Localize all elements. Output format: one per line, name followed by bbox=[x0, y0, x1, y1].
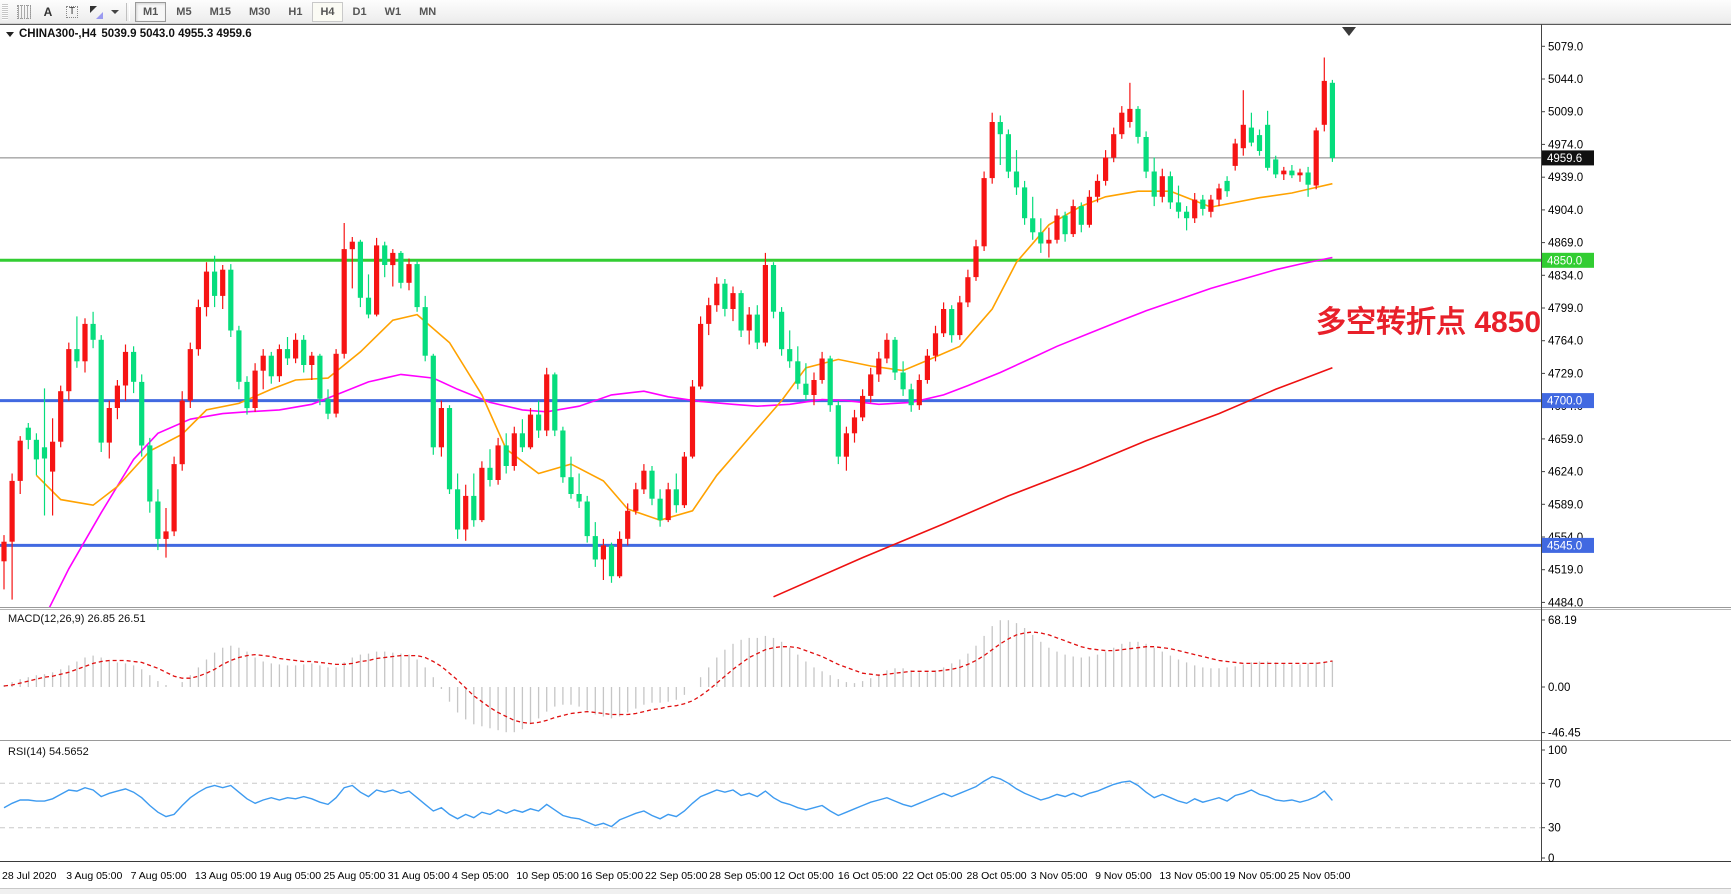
timeframe-button-m5[interactable]: M5 bbox=[168, 2, 199, 22]
font-icon[interactable]: A bbox=[43, 4, 53, 19]
svg-text:0: 0 bbox=[1548, 853, 1554, 862]
pivot-annotation-text: 多空转折点 4850 bbox=[1316, 306, 1542, 339]
status-strip bbox=[0, 888, 1731, 894]
text-label-icon[interactable]: T bbox=[61, 2, 83, 22]
svg-text:100: 100 bbox=[1548, 745, 1567, 757]
macd-panel-chart[interactable]: 68.19 0.00 -46.45 bbox=[0, 608, 1731, 742]
rsi-panel-chart[interactable]: 100 70 30 0 bbox=[0, 742, 1731, 862]
svg-text:4484.0: 4484.0 bbox=[1548, 597, 1583, 608]
svg-text:0.00: 0.00 bbox=[1548, 682, 1570, 694]
grid-icon[interactable] bbox=[13, 2, 35, 22]
toolbar-separator bbox=[126, 2, 130, 21]
svg-text:16 Oct 05:00: 16 Oct 05:00 bbox=[838, 870, 898, 882]
svg-text:4974.0: 4974.0 bbox=[1548, 139, 1583, 151]
toolbar: A T M1 M5 M15 M30 H1 H4 D1 W1 MN bbox=[0, 0, 1731, 24]
svg-text:4834.0: 4834.0 bbox=[1548, 270, 1583, 282]
svg-text:4700.0: 4700.0 bbox=[1547, 396, 1582, 408]
svg-text:3 Aug 05:00: 3 Aug 05:00 bbox=[66, 870, 122, 882]
svg-text:70: 70 bbox=[1548, 778, 1561, 790]
timeframe-button-w1[interactable]: W1 bbox=[377, 2, 410, 22]
svg-text:4959.6: 4959.6 bbox=[1547, 153, 1582, 165]
cursor-arrows-icon[interactable] bbox=[85, 2, 107, 22]
svg-text:4545.0: 4545.0 bbox=[1547, 540, 1582, 552]
rsi-label: RSI(14) 54.5652 bbox=[8, 746, 89, 758]
svg-text:4850.0: 4850.0 bbox=[1547, 255, 1582, 267]
svg-text:4624.0: 4624.0 bbox=[1548, 467, 1583, 479]
ma-lines bbox=[35, 182, 1333, 608]
timeframe-button-h1[interactable]: H1 bbox=[280, 2, 310, 22]
svg-text:16 Sep 05:00: 16 Sep 05:00 bbox=[581, 870, 644, 882]
timeframe-button-m15[interactable]: M15 bbox=[202, 2, 239, 22]
timeframe-button-m30[interactable]: M30 bbox=[241, 2, 278, 22]
timeframe-button-mn[interactable]: MN bbox=[411, 2, 444, 22]
svg-text:25 Aug 05:00: 25 Aug 05:00 bbox=[324, 870, 386, 882]
svg-text:13 Aug 05:00: 13 Aug 05:00 bbox=[195, 870, 257, 882]
chart-title: CHINA300-,H4 5039.9 5043.0 4955.3 4959.6 bbox=[6, 28, 252, 40]
svg-text:68.19: 68.19 bbox=[1548, 615, 1577, 627]
svg-text:4869.0: 4869.0 bbox=[1548, 238, 1583, 250]
svg-text:5009.0: 5009.0 bbox=[1548, 107, 1583, 119]
svg-text:-46.45: -46.45 bbox=[1548, 728, 1581, 740]
svg-text:4939.0: 4939.0 bbox=[1548, 172, 1583, 184]
time-axis[interactable]: 28 Jul 2020 3 Aug 05:00 7 Aug 05:00 13 Aug … bbox=[0, 862, 1731, 888]
timeframe-button-m1[interactable]: M1 bbox=[135, 1, 167, 22]
svg-text:19 Nov 05:00: 19 Nov 05:00 bbox=[1224, 870, 1287, 882]
svg-text:4904.0: 4904.0 bbox=[1548, 205, 1583, 217]
svg-text:31 Aug 05:00: 31 Aug 05:00 bbox=[388, 870, 450, 882]
svg-text:3 Nov 05:00: 3 Nov 05:00 bbox=[1031, 870, 1088, 882]
macd-label: MACD(12,26,9) 26.85 26.51 bbox=[8, 613, 146, 625]
symbol-timeframe-label: CHINA300-,H4 bbox=[19, 28, 97, 40]
collapse-triangle-icon[interactable] bbox=[6, 31, 14, 37]
svg-text:4729.0: 4729.0 bbox=[1548, 368, 1583, 380]
svg-text:30: 30 bbox=[1548, 823, 1561, 835]
macd-histogram bbox=[3, 620, 1334, 733]
svg-text:4659.0: 4659.0 bbox=[1548, 434, 1583, 446]
svg-text:4764.0: 4764.0 bbox=[1548, 336, 1583, 348]
timeframe-button-group: M1 M5 M15 M30 H1 H4 D1 W1 MN bbox=[134, 0, 445, 23]
svg-text:7 Aug 05:00: 7 Aug 05:00 bbox=[131, 870, 187, 882]
dropdown-caret-icon[interactable] bbox=[111, 9, 119, 14]
svg-text:4799.0: 4799.0 bbox=[1548, 303, 1583, 315]
svg-text:4 Sep 05:00: 4 Sep 05:00 bbox=[452, 870, 509, 882]
candles bbox=[1, 57, 1335, 600]
svg-text:28 Jul 2020: 28 Jul 2020 bbox=[2, 870, 56, 882]
svg-text:9 Nov 05:00: 9 Nov 05:00 bbox=[1095, 870, 1152, 882]
arrow-down-marker bbox=[1342, 27, 1356, 36]
svg-text:22 Oct 05:00: 22 Oct 05:00 bbox=[902, 870, 962, 882]
svg-text:19 Aug 05:00: 19 Aug 05:00 bbox=[259, 870, 321, 882]
svg-text:28 Sep 05:00: 28 Sep 05:00 bbox=[709, 870, 772, 882]
toolbar-gripper[interactable] bbox=[2, 3, 8, 20]
svg-text:10 Sep 05:00: 10 Sep 05:00 bbox=[516, 870, 579, 882]
svg-text:4519.0: 4519.0 bbox=[1548, 565, 1583, 577]
timeframe-button-h4[interactable]: H4 bbox=[312, 1, 343, 22]
ohlc-values: 5039.9 5043.0 4955.3 4959.6 bbox=[101, 28, 252, 40]
svg-text:25 Nov 05:00: 25 Nov 05:00 bbox=[1288, 870, 1351, 882]
svg-text:5079.0: 5079.0 bbox=[1548, 41, 1583, 53]
svg-text:28 Oct 05:00: 28 Oct 05:00 bbox=[967, 870, 1027, 882]
svg-text:22 Sep 05:00: 22 Sep 05:00 bbox=[645, 870, 708, 882]
timeframe-button-d1[interactable]: D1 bbox=[345, 2, 375, 22]
svg-text:12 Oct 05:00: 12 Oct 05:00 bbox=[774, 870, 834, 882]
main-price-chart[interactable]: 5079.0 5044.0 5009.0 4974.0 4939.0 4904.0 4869… bbox=[0, 24, 1731, 608]
svg-text:13 Nov 05:00: 13 Nov 05:00 bbox=[1159, 870, 1222, 882]
svg-text:4589.0: 4589.0 bbox=[1548, 499, 1583, 511]
svg-text:5044.0: 5044.0 bbox=[1548, 74, 1583, 86]
